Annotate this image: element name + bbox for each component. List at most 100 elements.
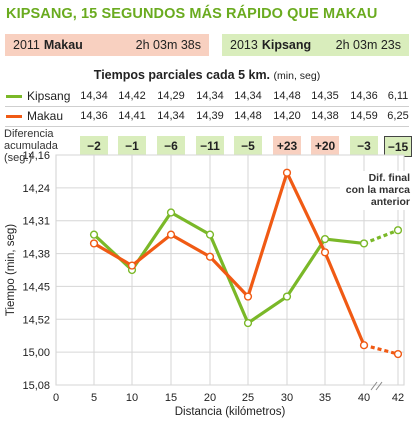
- x-tick-label: 25: [242, 392, 254, 404]
- data-point-kipsang: [166, 208, 176, 217]
- split-cell: 14,20: [273, 110, 301, 122]
- diff-value: −5: [234, 136, 262, 157]
- diff-label: Diferencia acumulada (seg.): [4, 128, 58, 164]
- record-year: 2013: [230, 38, 258, 52]
- split-cell: 14,34: [157, 110, 185, 122]
- x-tick-label: 0: [53, 392, 59, 404]
- splits-divider: [5, 106, 409, 107]
- final-note-line: con la marca: [345, 184, 410, 196]
- data-point-makau: [205, 252, 215, 261]
- splits-unit: (min, seg): [273, 70, 321, 82]
- split-cell: 14,59: [350, 110, 378, 122]
- data-point-makau: [320, 248, 330, 257]
- axis-break-mark: [375, 381, 383, 391]
- record-time: 2h 03m 23s: [335, 38, 401, 52]
- data-point-makau: [359, 341, 369, 350]
- y-tick-label: 14,45: [22, 281, 50, 293]
- x-tick-label: 20: [204, 392, 216, 404]
- data-point-kipsang: [243, 318, 253, 328]
- split-cell: 14,34: [80, 90, 108, 102]
- split-cell: 14,38: [311, 110, 339, 122]
- splits-title: Tiempos parciales cada 5 km. (min, seg): [0, 68, 414, 82]
- y-tick-label: 15,08: [22, 380, 50, 392]
- record-time: 2h 03m 38s: [135, 38, 201, 52]
- data-point-kipsang: [359, 239, 369, 248]
- data-point-kipsang: [89, 230, 99, 239]
- record-makau: 2011 Makau 2h 03m 38s: [5, 34, 209, 56]
- legend-kipsang: Kipsang: [6, 86, 70, 106]
- record-runner: Makau: [43, 38, 83, 52]
- data-point-makau: [243, 292, 253, 301]
- splits-title-text: Tiempos parciales cada 5 km.: [93, 68, 271, 82]
- y-tick-label: 14,16: [22, 150, 50, 162]
- legend-label: Kipsang: [27, 89, 71, 103]
- y-tick-label: 14,52: [22, 314, 50, 326]
- y-tick-label: 15,00: [22, 347, 50, 359]
- split-cell: 14,48: [273, 90, 301, 102]
- x-tick-label: 15: [165, 392, 177, 404]
- split-cell: 14,35: [311, 90, 339, 102]
- diff-label-line: (seg.): [4, 152, 33, 164]
- y-tick-label: 14,38: [22, 249, 50, 261]
- split-cell: 14,34: [234, 90, 262, 102]
- x-tick-label: 35: [319, 392, 331, 404]
- split-cell: 14,48: [234, 110, 262, 122]
- x-tick-label: 5: [91, 392, 97, 404]
- y-tick-label: 14,31: [22, 216, 50, 228]
- split-cell: 6,25: [387, 110, 409, 122]
- split-cell: 6,11: [387, 90, 409, 102]
- data-point-makau: [166, 230, 176, 239]
- splits-row-makau: Makau 14,36 14,41 14,34 14,39 14,48 14,20 14,3…: [0, 106, 414, 126]
- series-dashed-makau: [363, 343, 399, 356]
- axis-break-mark: [370, 381, 378, 391]
- diff-value: −11: [196, 136, 224, 157]
- data-point-makau: [393, 349, 403, 359]
- data-point-kipsang: [393, 226, 403, 235]
- x-tick-label: 10: [126, 392, 138, 404]
- splits-divider: [5, 126, 409, 127]
- x-tick-label: 42: [392, 392, 404, 404]
- legend-swatch: [6, 94, 22, 98]
- record-year: 2011: [13, 38, 40, 52]
- series-dashed-kipsang: [363, 228, 399, 245]
- data-point-makau: [127, 261, 137, 270]
- split-cell: 14,36: [350, 90, 378, 102]
- diff-value: +23: [273, 136, 301, 157]
- diff-value: −1: [118, 136, 146, 157]
- diff-value: +20: [311, 136, 339, 157]
- x-tick-label: 30: [281, 392, 293, 404]
- split-cell: 14,41: [118, 110, 146, 122]
- x-axis-title: Distancia (kilómetros): [175, 406, 286, 418]
- diff-value: −6: [157, 136, 185, 157]
- legend-swatch: [6, 114, 22, 118]
- data-point-kipsang: [205, 230, 215, 239]
- split-cell: 14,34: [196, 90, 224, 102]
- record-runner: Kipsang: [261, 38, 312, 52]
- data-point-kipsang: [320, 234, 330, 244]
- diff-label-line: Diferencia: [4, 128, 54, 140]
- record-kipsang: 2013 Kipsang 2h 03m 23s: [222, 34, 409, 56]
- diff-label-line: acumulada: [4, 140, 58, 152]
- data-point-makau: [282, 168, 292, 177]
- x-tick-label: 40: [358, 392, 370, 404]
- splits-row-kipsang: Kipsang 14,34 14,42 14,29 14,34 14,34 14,48 14…: [0, 86, 414, 106]
- split-cell: 14,29: [157, 90, 185, 102]
- data-point-kipsang: [282, 292, 292, 301]
- legend-label: Makau: [27, 109, 64, 123]
- diff-value: −15: [384, 136, 412, 157]
- split-cell: 14,39: [196, 110, 224, 122]
- diff-value: −2: [80, 136, 108, 157]
- legend-makau: Makau: [6, 106, 63, 126]
- final-diff-note: Dif. final con la marca anterior: [339, 171, 410, 210]
- page-title: KIPSANG, 15 SEGUNDOS MÁS RÁPIDO QUE MAKA…: [6, 6, 378, 22]
- final-note-line: Dif. final: [368, 172, 410, 184]
- series-line-makau: [93, 171, 366, 346]
- y-tick-label: 14,24: [22, 183, 50, 195]
- split-cell: 14,42: [118, 90, 146, 102]
- final-note-line: anterior: [370, 196, 410, 208]
- split-cell: 14,36: [80, 110, 108, 122]
- diff-value: −3: [350, 136, 378, 157]
- y-axis-title: Tiempo (min, seg): [5, 224, 17, 316]
- data-point-makau: [89, 239, 99, 248]
